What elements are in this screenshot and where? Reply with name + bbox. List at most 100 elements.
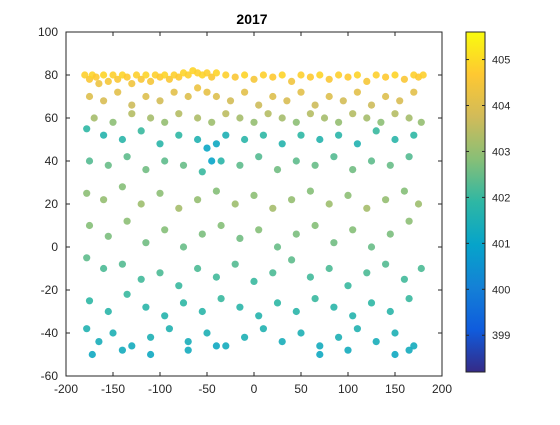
data-point [344, 346, 352, 354]
data-point [203, 88, 211, 96]
data-point [417, 264, 425, 273]
data-point [391, 71, 399, 79]
data-point [292, 230, 300, 238]
data-point [297, 329, 305, 337]
data-point [306, 110, 314, 118]
data-point [283, 97, 291, 105]
data-point [353, 140, 361, 148]
data-point [297, 131, 305, 139]
data-point [184, 346, 192, 354]
data-point [330, 153, 338, 161]
data-point [236, 114, 244, 122]
data-point [100, 131, 108, 139]
data-point [83, 189, 91, 197]
data-point [128, 110, 136, 118]
plot-area [66, 32, 442, 376]
data-point [386, 161, 394, 169]
data-point [288, 256, 296, 264]
data-point [85, 157, 94, 165]
data-point [212, 140, 220, 148]
colorbar-tick-label: 403 [492, 146, 510, 158]
y-tick-label: 60 [45, 111, 59, 125]
data-point [85, 221, 94, 230]
colorbar [465, 31, 486, 373]
data-point [269, 269, 277, 277]
data-point [123, 73, 131, 81]
data-point [306, 187, 314, 195]
data-point [325, 264, 333, 273]
data-point [250, 118, 258, 126]
data-point [85, 92, 94, 101]
data-point [212, 69, 220, 77]
x-tick-label: 50 [294, 382, 308, 396]
data-point [231, 260, 239, 268]
data-point [222, 110, 230, 118]
data-point [372, 127, 380, 135]
data-point [382, 260, 390, 268]
data-point [250, 75, 258, 83]
data-point [118, 135, 126, 144]
data-point [161, 312, 169, 320]
data-point [142, 239, 150, 247]
data-point [353, 88, 361, 96]
data-point [325, 200, 333, 208]
data-point [386, 307, 394, 316]
data-point [396, 97, 404, 105]
data-point [349, 226, 357, 234]
data-point [273, 299, 282, 307]
data-point [278, 338, 286, 346]
x-tick-label: -150 [101, 382, 125, 396]
x-tick-label: -200 [54, 382, 78, 396]
data-point [156, 140, 164, 148]
data-point [419, 71, 427, 79]
data-point [241, 135, 249, 144]
data-point [161, 71, 169, 79]
data-point [142, 71, 150, 79]
data-points [81, 67, 427, 359]
data-point [330, 303, 338, 311]
data-point [241, 71, 249, 79]
data-point [208, 157, 216, 165]
data-point [236, 234, 244, 242]
x-tick-label: -100 [148, 382, 172, 396]
data-point [335, 71, 343, 79]
x-tick-label: 200 [432, 382, 452, 396]
data-point [335, 118, 343, 126]
data-point [212, 342, 220, 350]
data-point [109, 71, 117, 79]
data-point [269, 204, 277, 212]
data-point [123, 290, 131, 298]
data-point [231, 200, 239, 208]
colorbar-tick-label: 404 [492, 101, 510, 113]
data-point [349, 110, 357, 118]
data-point [212, 92, 220, 101]
data-point [311, 101, 319, 109]
data-point [147, 333, 155, 341]
data-point [306, 73, 314, 81]
data-point [83, 125, 91, 133]
data-point [156, 189, 164, 197]
data-point [114, 88, 122, 96]
data-point [288, 77, 296, 85]
data-point [161, 226, 169, 234]
data-point [104, 232, 112, 240]
data-point [250, 191, 258, 199]
data-point [95, 338, 103, 346]
data-point [194, 114, 202, 122]
data-point [203, 329, 211, 337]
data-point [273, 166, 282, 174]
data-point [349, 166, 357, 174]
data-point [353, 71, 361, 79]
data-point [184, 338, 192, 346]
colorbar-axis: 399 400 401 402 403 404 405 [466, 55, 510, 342]
data-point [382, 196, 390, 204]
data-point [278, 140, 286, 148]
data-point [88, 350, 96, 359]
data-point [259, 71, 267, 79]
data-point [184, 92, 192, 101]
data-point [255, 101, 263, 109]
data-point [372, 71, 380, 79]
data-point [198, 168, 206, 176]
x-axis: -200 -150 -100 -50 0 50 100 150 200 [54, 32, 452, 396]
